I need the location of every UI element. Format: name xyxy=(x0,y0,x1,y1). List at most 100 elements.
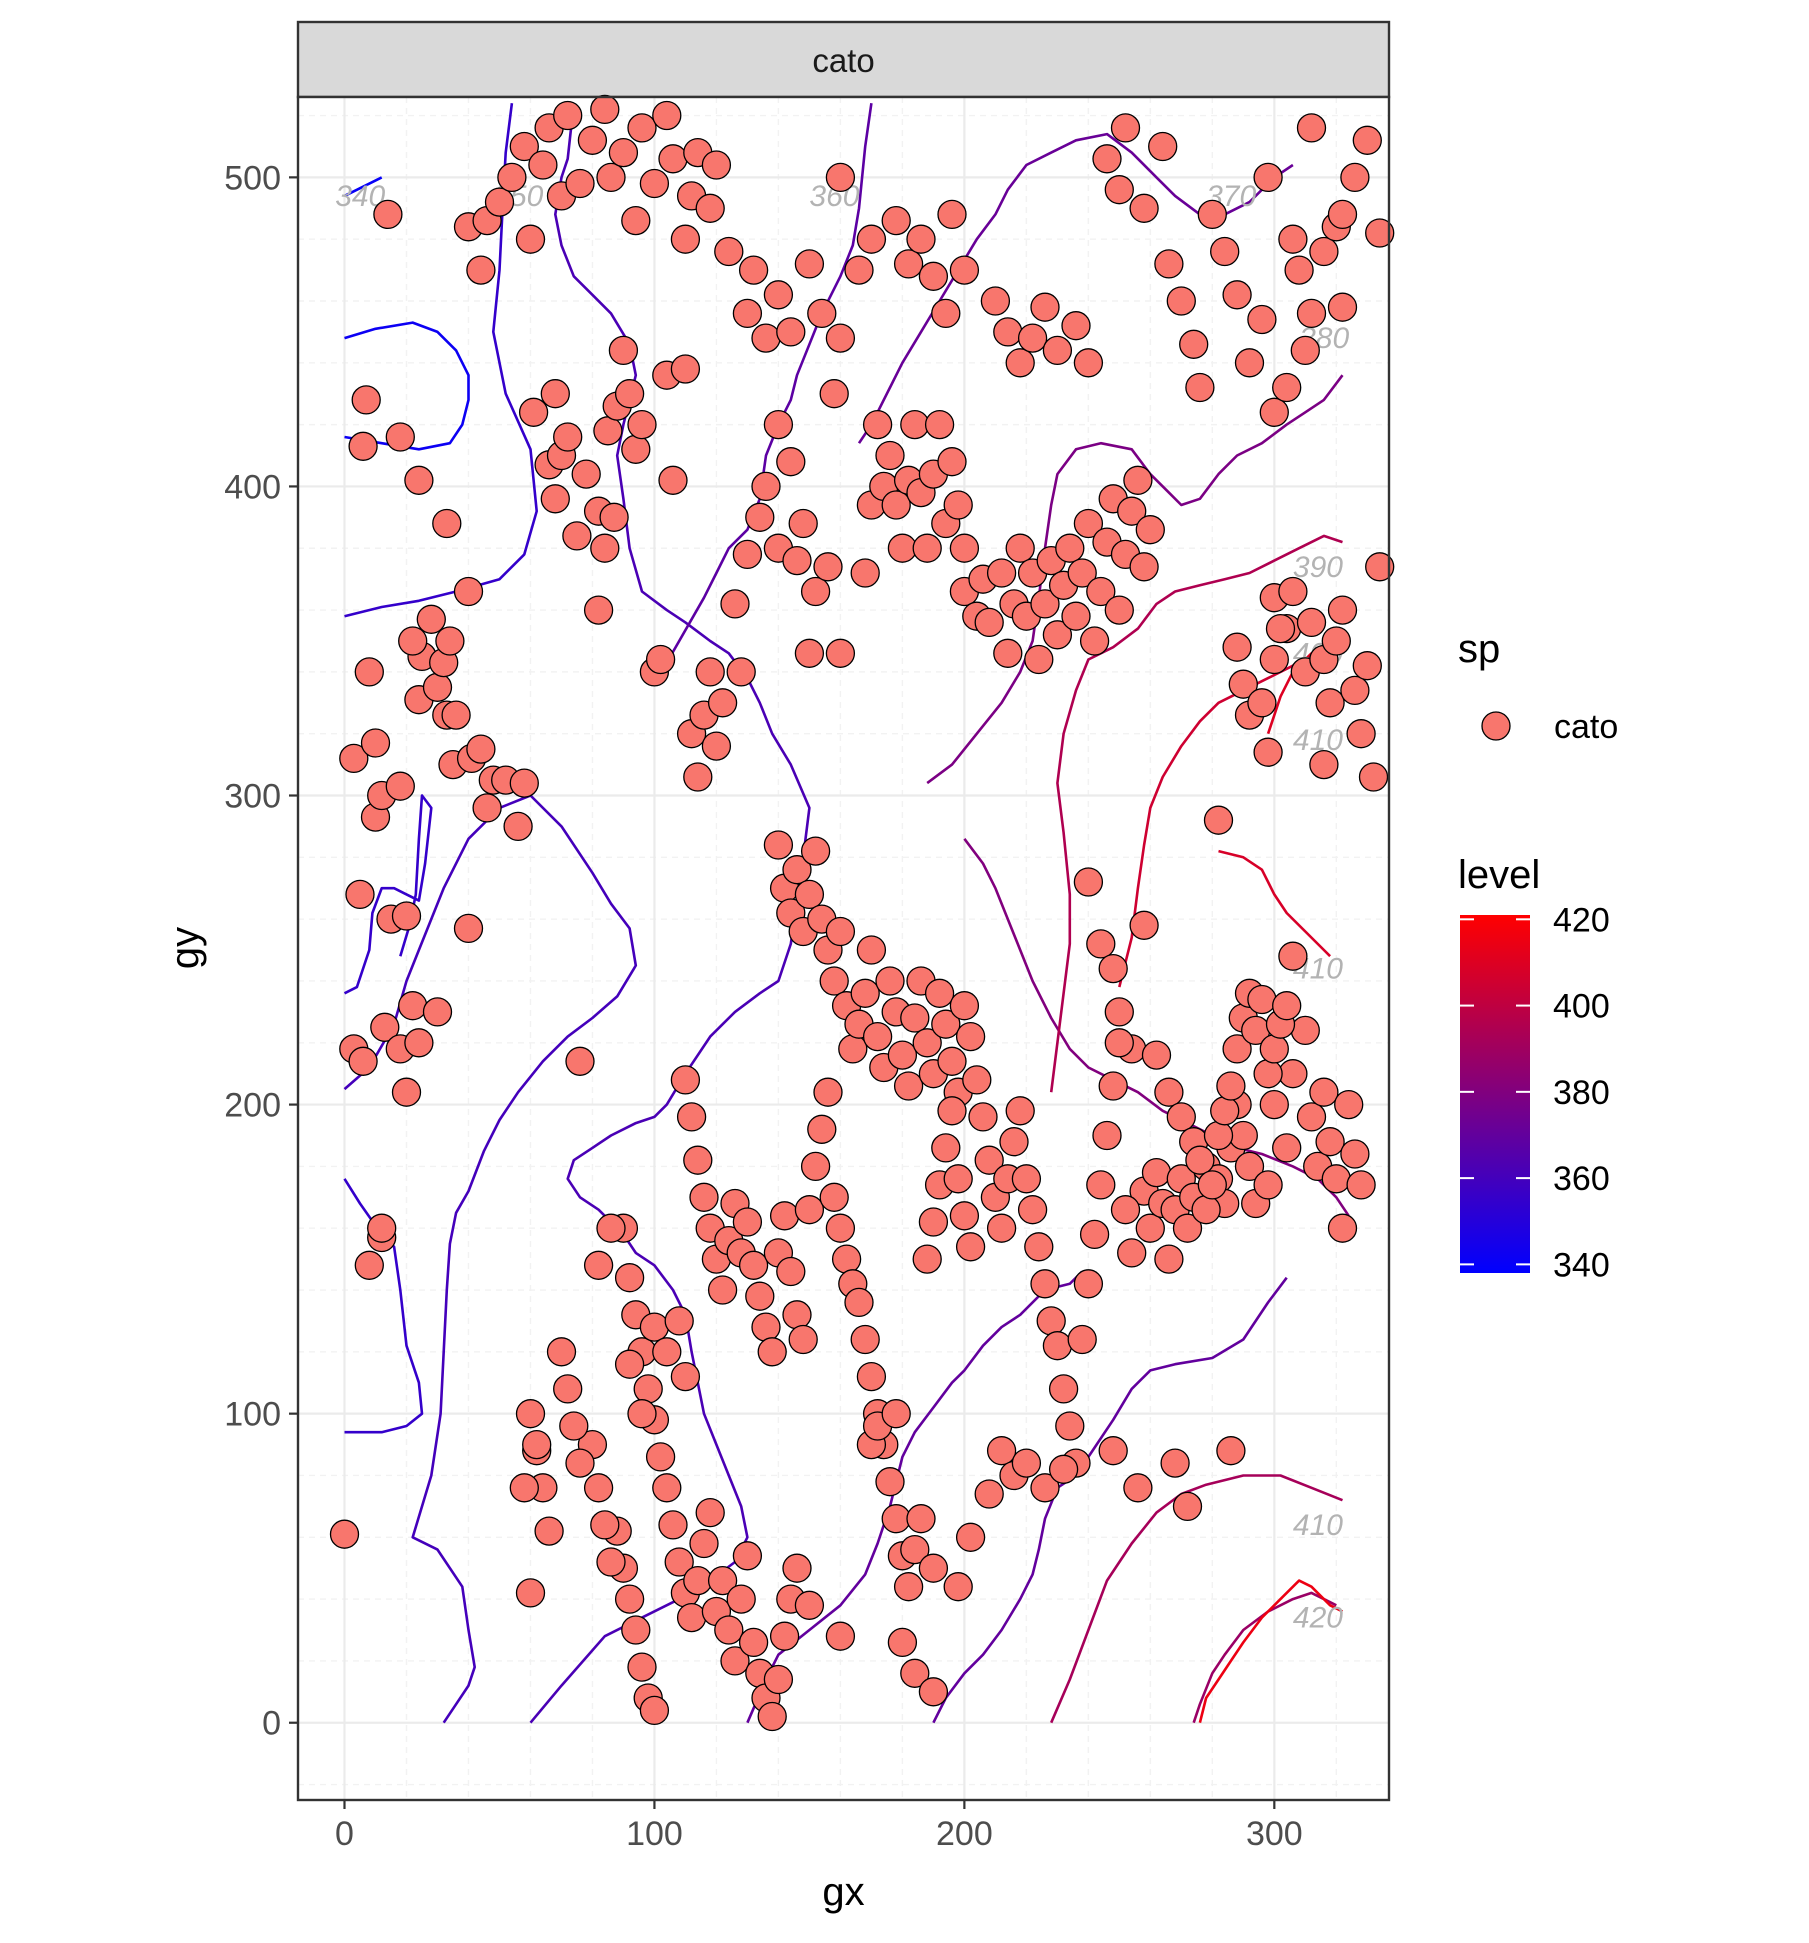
data-point xyxy=(1327,595,1358,625)
data-point xyxy=(986,558,1017,588)
data-point xyxy=(627,1652,657,1682)
data-point xyxy=(608,335,639,366)
data-point xyxy=(398,991,428,1021)
data-point xyxy=(1030,589,1060,619)
data-point xyxy=(404,1028,434,1058)
contour-label: 410 xyxy=(1293,1509,1343,1542)
data-point xyxy=(1042,620,1073,650)
data-point xyxy=(1166,286,1196,316)
contour-line xyxy=(1198,1579,1344,1724)
data-point xyxy=(918,1677,949,1707)
data-point xyxy=(993,638,1023,668)
data-point xyxy=(986,1213,1017,1243)
legend-sp-title: sp xyxy=(1458,627,1500,671)
data-point xyxy=(819,966,849,996)
data-point xyxy=(422,997,453,1027)
data-point xyxy=(918,1207,949,1237)
data-point xyxy=(949,533,980,563)
data-point xyxy=(1358,762,1389,792)
data-point xyxy=(974,1145,1004,1175)
data-point xyxy=(1296,607,1327,638)
data-point xyxy=(1135,515,1165,545)
data-point xyxy=(1024,644,1054,675)
data-point xyxy=(509,131,539,162)
data-point xyxy=(515,1399,546,1429)
data-point xyxy=(1141,1157,1172,1188)
data-point xyxy=(751,323,781,353)
data-point xyxy=(351,385,381,415)
data-point xyxy=(1315,688,1345,718)
data-point xyxy=(614,1349,645,1379)
data-point xyxy=(1296,1102,1327,1132)
data-point xyxy=(1117,1238,1147,1268)
legend-level: level 340 360 380 400 420 xyxy=(1458,853,1610,1284)
data-point xyxy=(1247,688,1277,718)
data-point xyxy=(788,508,818,539)
data-point xyxy=(1055,1411,1085,1441)
data-point xyxy=(441,700,471,730)
data-point xyxy=(807,298,837,329)
data-point xyxy=(1160,1448,1190,1478)
data-point xyxy=(658,465,688,495)
data-point xyxy=(348,1046,378,1076)
data-point xyxy=(807,1114,837,1144)
data-point xyxy=(1253,737,1283,767)
data-point xyxy=(949,1201,980,1231)
data-point xyxy=(1079,626,1110,656)
data-point xyxy=(881,490,911,520)
x-axis: 0 100 200 300 xyxy=(335,1800,1303,1853)
data-point xyxy=(962,1065,992,1095)
data-point xyxy=(726,657,756,687)
data-point xyxy=(1259,644,1289,675)
data-point xyxy=(794,1195,825,1225)
data-point xyxy=(1197,199,1227,230)
data-point xyxy=(1222,1034,1252,1064)
data-point xyxy=(1036,1306,1066,1336)
data-point xyxy=(664,1306,694,1336)
data-point xyxy=(1017,323,1048,353)
data-point xyxy=(726,1584,756,1614)
data-point xyxy=(924,409,955,440)
data-point xyxy=(565,1448,595,1478)
data-point xyxy=(391,901,422,931)
data-point xyxy=(583,1250,614,1280)
data-point xyxy=(1154,249,1184,279)
contour-line xyxy=(746,1270,1084,1724)
data-point xyxy=(831,1244,862,1274)
data-point xyxy=(1048,1374,1079,1404)
data-point xyxy=(645,644,676,675)
data-point xyxy=(553,422,583,452)
data-point xyxy=(559,1411,589,1441)
data-point xyxy=(565,1046,595,1076)
legend-level-ticks: 340 360 380 400 420 xyxy=(1460,901,1610,1284)
data-point xyxy=(614,1584,645,1614)
data-point xyxy=(912,1028,942,1058)
data-point xyxy=(856,1361,887,1392)
data-point xyxy=(553,100,583,131)
data-point xyxy=(1148,131,1178,162)
data-point xyxy=(1327,199,1358,230)
data-point xyxy=(838,1034,868,1064)
data-point xyxy=(1086,576,1116,607)
data-point xyxy=(1086,929,1116,959)
data-point xyxy=(1259,1089,1289,1120)
data-point xyxy=(906,1504,936,1534)
data-point xyxy=(955,1522,986,1552)
data-point xyxy=(813,552,843,582)
data-point xyxy=(627,113,657,143)
data-point xyxy=(707,1565,738,1596)
data-point xyxy=(670,354,701,384)
data-point xyxy=(943,490,973,520)
data-point xyxy=(1073,1269,1104,1299)
data-point xyxy=(391,1077,422,1107)
contour-line xyxy=(1192,1591,1337,1724)
data-point xyxy=(968,1102,998,1132)
contour-line xyxy=(1050,1474,1343,1724)
data-point xyxy=(1259,397,1289,427)
data-point xyxy=(1073,508,1104,539)
data-point xyxy=(782,1300,812,1330)
data-point xyxy=(1055,533,1085,563)
data-point xyxy=(1290,335,1320,366)
data-point xyxy=(701,150,732,180)
data-point xyxy=(986,1436,1017,1466)
